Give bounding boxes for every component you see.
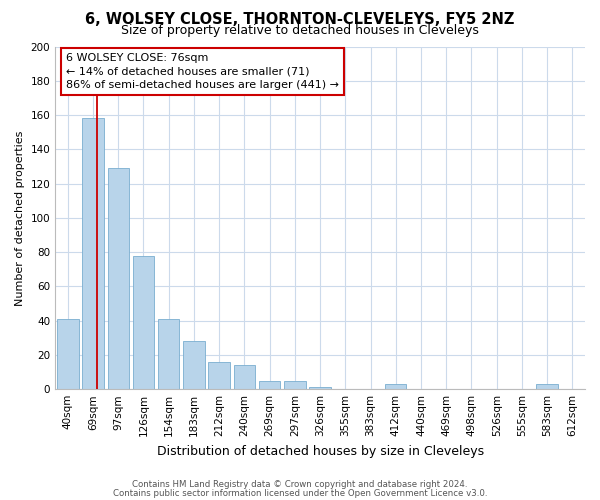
Bar: [208, 362, 230, 389]
Bar: [133, 256, 154, 389]
Bar: [233, 365, 255, 389]
Bar: [310, 388, 331, 389]
Bar: [183, 341, 205, 389]
Text: Size of property relative to detached houses in Cleveleys: Size of property relative to detached ho…: [121, 24, 479, 37]
Text: Contains public sector information licensed under the Open Government Licence v3: Contains public sector information licen…: [113, 489, 487, 498]
Bar: [107, 168, 129, 389]
Bar: [82, 118, 104, 389]
Bar: [259, 380, 280, 389]
Bar: [385, 384, 406, 389]
Text: 6, WOLSEY CLOSE, THORNTON-CLEVELEYS, FY5 2NZ: 6, WOLSEY CLOSE, THORNTON-CLEVELEYS, FY5…: [85, 12, 515, 28]
X-axis label: Distribution of detached houses by size in Cleveleys: Distribution of detached houses by size …: [157, 444, 484, 458]
Bar: [158, 319, 179, 389]
Text: Contains HM Land Registry data © Crown copyright and database right 2024.: Contains HM Land Registry data © Crown c…: [132, 480, 468, 489]
Bar: [284, 380, 305, 389]
Y-axis label: Number of detached properties: Number of detached properties: [15, 130, 25, 306]
Text: 6 WOLSEY CLOSE: 76sqm
← 14% of detached houses are smaller (71)
86% of semi-deta: 6 WOLSEY CLOSE: 76sqm ← 14% of detached …: [66, 54, 339, 90]
Bar: [536, 384, 558, 389]
Bar: [57, 319, 79, 389]
